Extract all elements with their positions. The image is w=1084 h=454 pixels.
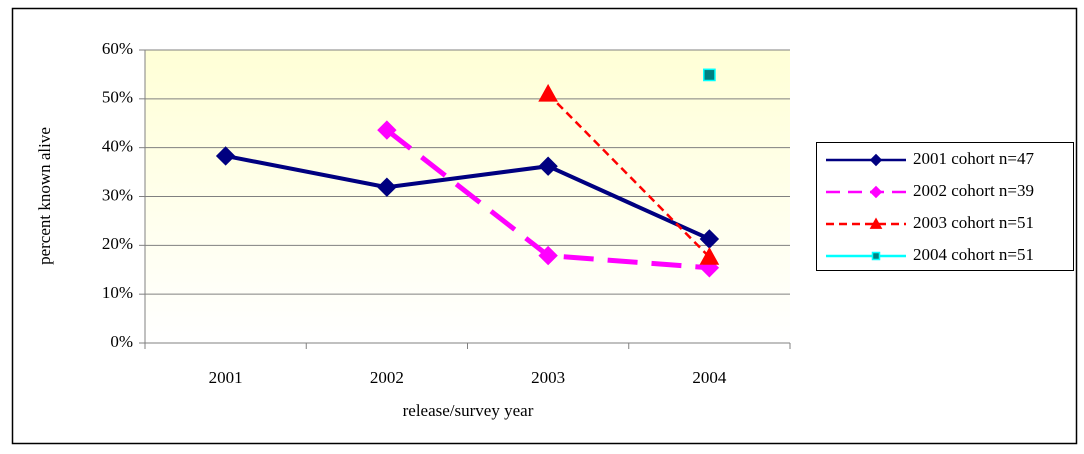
x-tick-label: 2002 <box>370 368 404 387</box>
marker <box>703 68 716 82</box>
x-tick-label: 2001 <box>209 368 243 387</box>
legend-label: 2003 cohort n=51 <box>913 213 1034 232</box>
y-tick-label: 30% <box>102 185 133 204</box>
marker <box>377 120 397 140</box>
marker <box>377 177 397 197</box>
marker <box>538 156 558 176</box>
x-tick-label: 2004 <box>692 368 727 387</box>
marker <box>538 83 558 102</box>
legend-marker <box>869 153 883 167</box>
y-axis-title: percent known alive <box>35 127 54 265</box>
y-tick-label: 10% <box>102 283 133 302</box>
marker <box>538 245 558 266</box>
y-tick-label: 60% <box>102 39 133 58</box>
legend-marker <box>871 251 881 261</box>
legend-marker <box>869 185 883 199</box>
legend-box <box>816 142 1074 271</box>
y-tick-label: 0% <box>110 332 133 351</box>
y-tick-label: 50% <box>102 88 133 107</box>
legend-label: 2004 cohort n=51 <box>913 245 1034 264</box>
marker <box>215 146 236 166</box>
legend-marker <box>869 217 883 229</box>
y-tick-label: 20% <box>102 234 133 253</box>
x-tick-label: 2003 <box>531 368 565 387</box>
legend-label: 2001 cohort n=47 <box>913 149 1035 168</box>
legend-label: 2002 cohort n=39 <box>913 181 1034 200</box>
y-tick-label: 40% <box>102 137 133 156</box>
x-axis-title: release/survey year <box>403 401 534 420</box>
series-line <box>225 154 711 241</box>
marker <box>699 247 720 265</box>
